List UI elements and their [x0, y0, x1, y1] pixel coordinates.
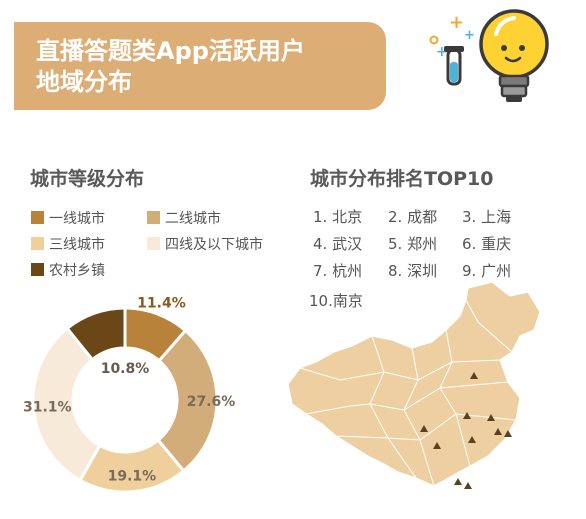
legend-label: 农村乡镇	[49, 263, 105, 279]
legend-swatch	[31, 211, 44, 224]
title-line-2: 地域分布	[36, 68, 132, 96]
legend-item-tier3: 三线城市	[31, 234, 105, 254]
slice-value-label: 11.4%	[137, 296, 186, 312]
slice-value-label: 31.1%	[23, 400, 72, 416]
legend-item-rural: 农村乡镇	[31, 260, 105, 280]
ranking-section-title: 城市分布排名TOP10	[310, 168, 494, 190]
svg-text:+: +	[464, 28, 475, 43]
svg-text:+: +	[436, 44, 448, 60]
map-marker	[504, 430, 512, 437]
ranking-item: 6. 重庆	[462, 235, 512, 253]
legend-swatch	[31, 237, 44, 250]
legend-label: 三线城市	[49, 237, 105, 253]
map-marker	[420, 425, 428, 432]
map-shape	[287, 281, 541, 487]
ranking-item: 7. 杭州	[313, 262, 363, 280]
slice-tier4	[31, 326, 102, 483]
map-marker	[470, 372, 478, 379]
map-marker	[463, 412, 471, 419]
map-marker	[454, 478, 462, 485]
ranking-item: 1. 北京	[313, 208, 363, 226]
legend-swatch	[147, 211, 160, 224]
header-banner	[14, 22, 386, 110]
province-borders	[299, 299, 517, 487]
legend-label: 一线城市	[49, 211, 105, 227]
map-city-markers	[420, 372, 512, 489]
city-tier-section-title: 城市等级分布	[30, 168, 145, 190]
slice-value-label: 19.1%	[108, 469, 157, 485]
legend-item-tier2: 二线城市	[147, 208, 221, 228]
ranking-item: 3. 上海	[462, 208, 512, 226]
ranking-item: 5. 郑州	[388, 235, 438, 253]
slice-rural	[65, 306, 127, 362]
map-marker	[487, 414, 495, 421]
slice-value-label: 10.8%	[101, 361, 150, 377]
map-marker	[468, 436, 476, 443]
svg-text:+: +	[449, 12, 464, 33]
ranking-item: 4. 武汉	[313, 235, 363, 253]
map-marker	[433, 442, 441, 449]
ranking-item: 8. 深圳	[388, 262, 438, 280]
lightbulb-icon: + + +	[429, 9, 549, 102]
map-marker	[464, 482, 472, 489]
slice-value-label: 27.6%	[187, 394, 236, 410]
legend-label: 二线城市	[165, 211, 221, 227]
map-marker	[494, 428, 502, 435]
title-line-1: 直播答题类App活跃用户	[36, 37, 305, 65]
ranking-item: 2. 成都	[388, 208, 438, 226]
legend-label: 四线及以下城市	[165, 237, 263, 253]
legend-swatch	[147, 237, 160, 250]
legend-item-tier4: 四线及以下城市	[147, 234, 263, 254]
page-title: 直播答题类App活跃用户 地域分布	[36, 36, 366, 98]
legend-swatch	[31, 263, 44, 276]
ranking-item: 9. 广州	[462, 262, 512, 280]
legend-item-tier1: 一线城市	[31, 208, 105, 228]
ranking-item: 10.南京	[309, 292, 363, 310]
